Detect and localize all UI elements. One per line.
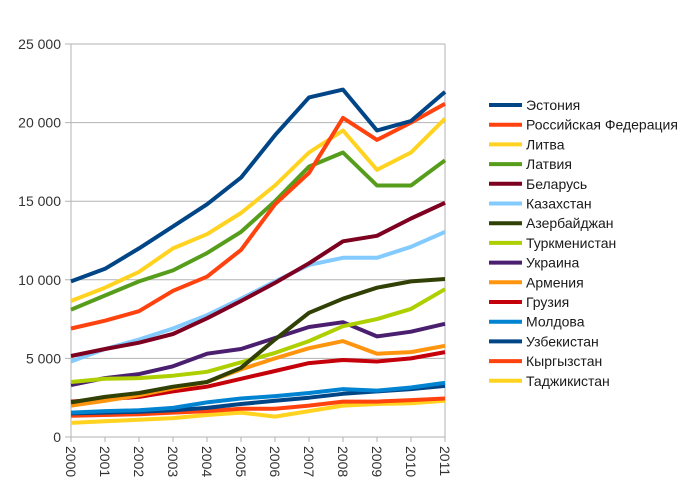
y-tick-label: 0 <box>53 429 61 445</box>
series-line-13 <box>70 396 446 418</box>
legend-label: Молдова <box>526 314 585 330</box>
x-tick-label: 2009 <box>369 446 385 477</box>
legend-label: Латвия <box>526 156 572 172</box>
y-axis-ticks: 0 5 000 10 000 15 000 20 000 25 000 <box>18 36 61 445</box>
legend-item: Эстония <box>489 97 580 113</box>
legend-label: Таджикистан <box>526 373 610 389</box>
legend-item: Казахстан <box>489 196 592 212</box>
series-line-7 <box>70 287 447 384</box>
legend-item: Туркменистан <box>489 235 616 251</box>
x-tick-label: 2007 <box>301 446 317 477</box>
legend-item: Российская Федерация <box>489 117 678 133</box>
x-tick-label: 2004 <box>199 446 215 477</box>
legend-label: Беларусь <box>526 176 587 192</box>
x-tick-label: 2003 <box>165 446 181 477</box>
x-tick-label: 2008 <box>335 446 351 477</box>
x-tick-label: 2000 <box>63 446 79 477</box>
x-tick-label: 2005 <box>233 446 249 477</box>
gridlines <box>65 43 446 442</box>
x-axis-ticks: 2000 2001 2002 2003 2004 2005 2006 2007 2008 2009… <box>63 437 453 477</box>
legend-item: Кыргызстан <box>489 353 602 369</box>
series-line-8 <box>70 320 446 388</box>
legend-label: Литва <box>526 136 565 152</box>
axes <box>70 44 445 442</box>
y-tick-label: 15 000 <box>18 193 61 209</box>
series-line-11 <box>70 380 446 415</box>
legend: Эстония Российская Федерация Литва Латвия Бе… <box>489 97 678 389</box>
y-tick-label: 20 000 <box>18 115 61 131</box>
series-line-14 <box>70 398 446 425</box>
legend-label: Азербайджан <box>526 215 614 231</box>
legend-label: Туркменистан <box>526 235 616 251</box>
series-line-3 <box>70 150 447 312</box>
legend-label: Грузия <box>526 294 569 310</box>
legend-label: Казахстан <box>526 196 592 212</box>
legend-label: Эстония <box>526 97 580 113</box>
series-line-0 <box>70 87 447 284</box>
series-line-9 <box>70 339 446 408</box>
legend-item: Азербайджан <box>489 215 614 231</box>
legend-item: Литва <box>489 136 565 152</box>
series-line-6 <box>70 277 446 405</box>
x-tick-label: 2001 <box>97 446 113 477</box>
legend-item: Беларусь <box>489 176 587 192</box>
legend-label: Армения <box>526 274 584 290</box>
series-line-4 <box>70 200 446 358</box>
x-tick-label: 2006 <box>267 446 283 477</box>
series-line-2 <box>70 117 447 303</box>
legend-label: Российская Федерация <box>526 117 678 133</box>
legend-item: Узбекистан <box>489 333 599 349</box>
x-tick-label: 2010 <box>403 446 419 477</box>
legend-label: Украина <box>526 255 580 271</box>
series-line-1 <box>70 101 446 331</box>
x-tick-label: 2002 <box>131 446 147 477</box>
legend-item: Молдова <box>489 314 585 330</box>
legend-item: Армения <box>489 274 584 290</box>
legend-item: Грузия <box>489 294 569 310</box>
legend-item: Украина <box>489 255 580 271</box>
legend-item: Таджикистан <box>489 373 610 389</box>
legend-item: Латвия <box>489 156 572 172</box>
y-tick-label: 5 000 <box>26 350 61 366</box>
y-tick-label: 10 000 <box>18 272 61 288</box>
legend-label: Узбекистан <box>526 333 599 349</box>
x-tick-label: 2011 <box>437 446 453 476</box>
y-tick-label: 25 000 <box>18 36 61 52</box>
legend-label: Кыргызстан <box>526 353 602 369</box>
series-lines <box>70 87 447 425</box>
